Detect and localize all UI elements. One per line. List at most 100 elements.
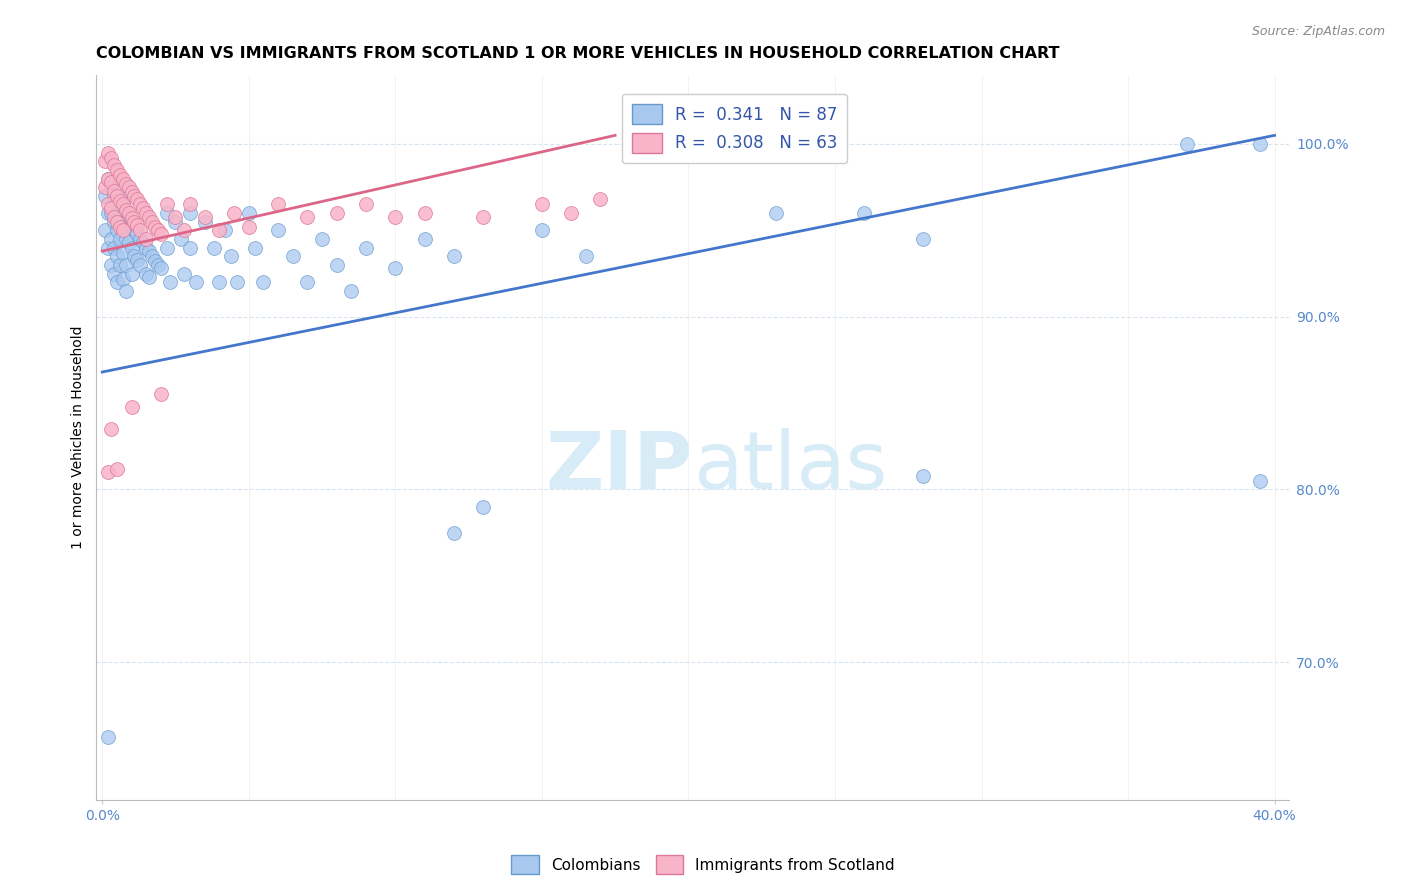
Point	[124, 249, 146, 263]
Point	[311, 232, 333, 246]
Point	[143, 219, 166, 234]
Point	[141, 249, 163, 263]
Text: ZIP: ZIP	[546, 427, 693, 506]
Point	[117, 210, 139, 224]
Point	[124, 189, 146, 203]
Point	[443, 249, 465, 263]
Point	[159, 275, 181, 289]
Point	[124, 223, 146, 237]
Point	[129, 223, 152, 237]
Point	[111, 171, 134, 186]
Point	[129, 258, 152, 272]
Point	[141, 215, 163, 229]
Point	[108, 258, 131, 272]
Text: atlas: atlas	[693, 427, 887, 506]
Point	[97, 197, 120, 211]
Point	[325, 258, 347, 272]
Point	[267, 197, 290, 211]
Point	[165, 210, 187, 224]
Point	[121, 215, 143, 229]
Point	[194, 210, 217, 224]
Text: COLOMBIAN VS IMMIGRANTS FROM SCOTLAND 1 OR MORE VEHICLES IN HOUSEHOLD CORRELATIO: COLOMBIAN VS IMMIGRANTS FROM SCOTLAND 1 …	[97, 46, 1060, 62]
Point	[108, 206, 131, 220]
Point	[472, 500, 495, 514]
Point	[121, 400, 143, 414]
Point	[100, 201, 122, 215]
Point	[97, 145, 120, 160]
Point	[121, 267, 143, 281]
Point	[1175, 136, 1198, 151]
Point	[127, 252, 149, 267]
Point	[413, 232, 436, 246]
Point	[111, 219, 134, 234]
Point	[354, 197, 377, 211]
Point	[238, 206, 260, 220]
Point	[472, 210, 495, 224]
Point	[111, 223, 134, 237]
Point	[252, 275, 274, 289]
Point	[297, 275, 319, 289]
Point	[117, 206, 139, 220]
Point	[124, 215, 146, 229]
Point	[105, 462, 128, 476]
Point	[100, 232, 122, 246]
Point	[146, 223, 169, 237]
Point	[105, 275, 128, 289]
Point	[135, 267, 157, 281]
Point	[103, 215, 125, 229]
Point	[170, 232, 193, 246]
Point	[103, 189, 125, 203]
Point	[94, 189, 117, 203]
Point	[132, 201, 155, 215]
Point	[138, 270, 160, 285]
Point	[103, 184, 125, 198]
Point	[325, 206, 347, 220]
Point	[267, 223, 290, 237]
Point	[589, 192, 612, 206]
Point	[103, 267, 125, 281]
Point	[127, 218, 149, 232]
Point	[208, 275, 231, 289]
Point	[114, 202, 136, 217]
Point	[208, 223, 231, 237]
Legend: Colombians, Immigrants from Scotland: Colombians, Immigrants from Scotland	[505, 849, 901, 880]
Point	[281, 249, 304, 263]
Point	[530, 197, 553, 211]
Point	[354, 241, 377, 255]
Point	[219, 249, 242, 263]
Point	[135, 241, 157, 255]
Point	[911, 468, 934, 483]
Point	[575, 249, 598, 263]
Point	[121, 211, 143, 226]
Point	[184, 275, 207, 289]
Point	[202, 241, 225, 255]
Point	[138, 244, 160, 258]
Point	[94, 180, 117, 194]
Point	[560, 206, 582, 220]
Point	[156, 206, 179, 220]
Point	[94, 223, 117, 237]
Point	[105, 223, 128, 237]
Point	[173, 267, 195, 281]
Point	[243, 241, 266, 255]
Point	[384, 210, 406, 224]
Point	[121, 241, 143, 255]
Point	[138, 210, 160, 224]
Point	[853, 206, 876, 220]
Point	[117, 180, 139, 194]
Point	[149, 261, 172, 276]
Point	[114, 206, 136, 220]
Point	[108, 194, 131, 208]
Point	[114, 177, 136, 191]
Point	[97, 465, 120, 479]
Point	[111, 192, 134, 206]
Point	[114, 284, 136, 298]
Point	[105, 162, 128, 177]
Point	[127, 227, 149, 241]
Y-axis label: 1 or more Vehicles in Household: 1 or more Vehicles in Household	[72, 326, 86, 549]
Point	[114, 258, 136, 272]
Point	[108, 219, 131, 234]
Text: Source: ZipAtlas.com: Source: ZipAtlas.com	[1251, 25, 1385, 38]
Point	[179, 206, 201, 220]
Point	[108, 232, 131, 246]
